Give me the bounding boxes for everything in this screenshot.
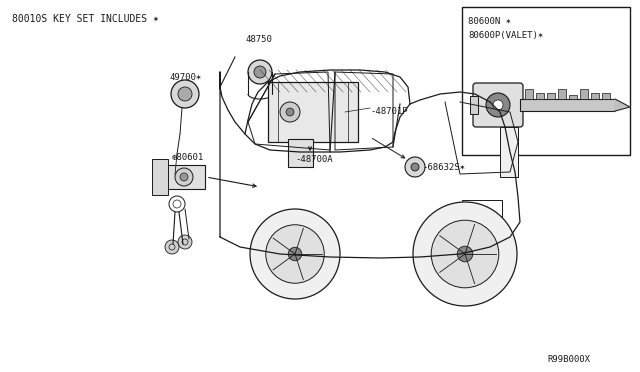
Text: R99B000X: R99B000X (547, 356, 590, 365)
Circle shape (254, 66, 266, 78)
Bar (558, 89, 566, 99)
Circle shape (178, 87, 192, 101)
Bar (591, 95, 599, 99)
Text: 80600N ✶: 80600N ✶ (468, 17, 511, 26)
Circle shape (171, 80, 199, 108)
Circle shape (457, 246, 473, 262)
Bar (268, 82, 358, 142)
Circle shape (248, 60, 272, 84)
Circle shape (431, 220, 499, 288)
Bar (602, 95, 610, 99)
Text: 80600P(VALET)✶: 80600P(VALET)✶ (468, 31, 543, 40)
Circle shape (180, 173, 188, 181)
Polygon shape (615, 99, 630, 111)
Bar (547, 95, 555, 99)
Bar (167, 165, 205, 189)
Bar (152, 159, 168, 195)
Text: -68632S✶: -68632S✶ (422, 163, 465, 171)
Circle shape (250, 209, 340, 299)
Bar (569, 89, 577, 99)
Circle shape (286, 108, 294, 116)
Circle shape (411, 163, 419, 171)
Text: -48700A: -48700A (295, 154, 333, 164)
Bar (462, 200, 502, 222)
Bar (500, 127, 518, 177)
Bar (536, 95, 544, 99)
Bar (520, 99, 615, 111)
Text: 48750: 48750 (246, 35, 273, 44)
Circle shape (493, 100, 503, 110)
Circle shape (178, 235, 192, 249)
Text: 49700✶: 49700✶ (170, 73, 202, 81)
Bar (288, 139, 313, 167)
FancyBboxPatch shape (473, 83, 523, 127)
Bar (580, 95, 588, 99)
Bar (525, 91, 533, 99)
Text: ❆80601: ❆80601 (172, 153, 204, 161)
Circle shape (175, 168, 193, 186)
Circle shape (486, 93, 510, 117)
Circle shape (165, 240, 179, 254)
Text: -48701P: -48701P (370, 108, 408, 116)
Bar (470, 96, 478, 114)
Text: 80010S KEY SET INCLUDES ✶: 80010S KEY SET INCLUDES ✶ (12, 14, 159, 24)
Circle shape (413, 202, 517, 306)
Circle shape (266, 225, 324, 283)
Bar (462, 7, 630, 155)
Circle shape (288, 247, 301, 261)
Circle shape (405, 157, 425, 177)
Circle shape (280, 102, 300, 122)
